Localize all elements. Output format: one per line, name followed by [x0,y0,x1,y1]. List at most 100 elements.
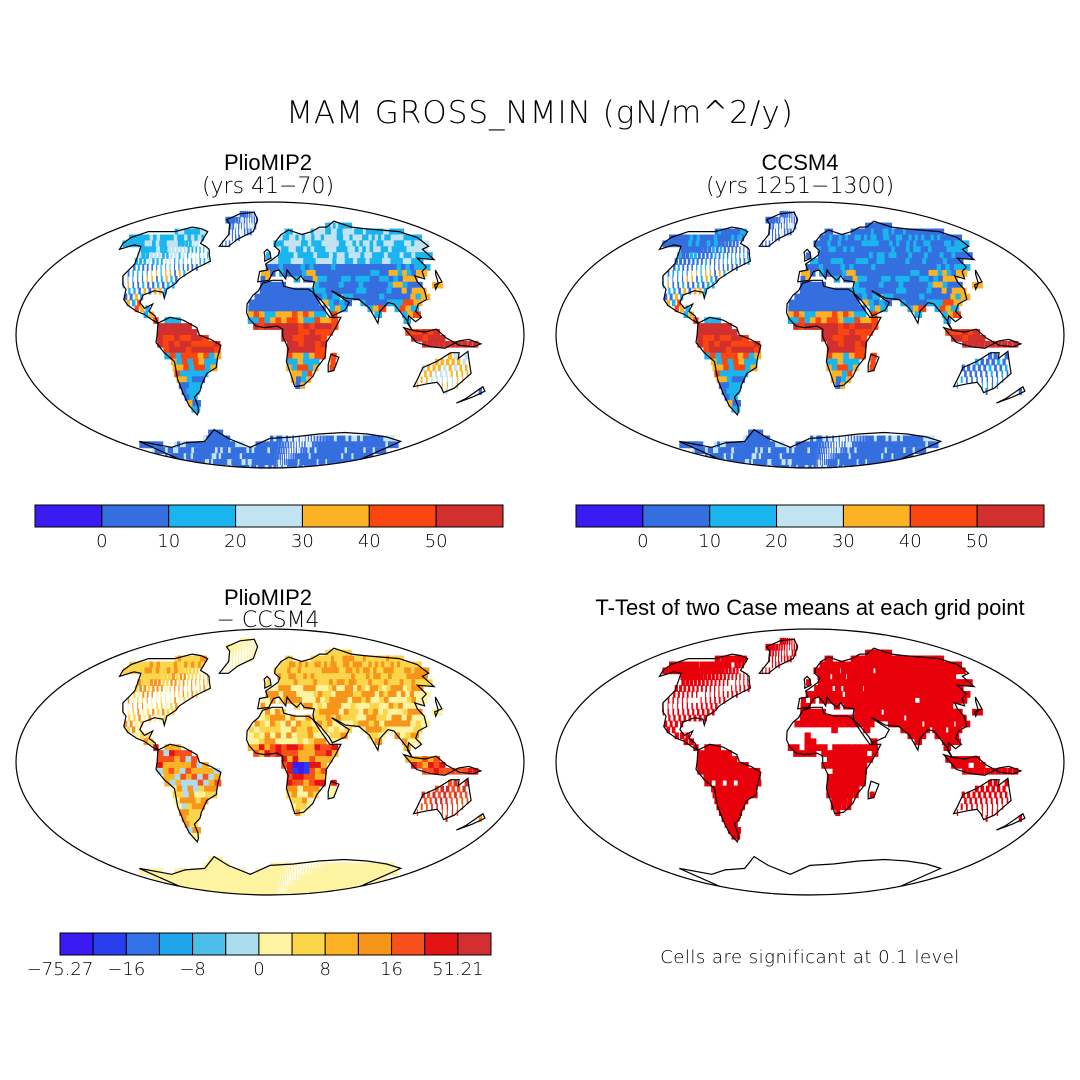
grid-cell [152,258,155,265]
grid-cell [292,340,299,348]
grid-cell [165,696,167,704]
grid-cell [454,364,457,372]
grid-cell [295,435,297,443]
grid-cell [319,465,330,468]
grid-cell [855,258,864,265]
grid-cell [277,447,281,455]
grid-cell [799,305,806,313]
grid-cell [233,643,236,651]
grid-cell [376,726,385,734]
grid-cell [289,459,292,466]
grid-cell [686,691,689,698]
grid-cell [736,667,739,675]
grid-cell [302,453,306,460]
grid-cell [174,240,178,248]
grid-cell [817,447,821,455]
grid-cell [376,299,385,307]
grid-cell [794,299,800,307]
grid-cell [297,779,304,787]
grid-cell [182,785,190,793]
grid-cell [251,637,253,645]
grid-cell [270,685,276,692]
grid-cell [815,447,818,455]
grid-cell [700,673,704,681]
grid-cell [835,673,843,681]
grid-cell [373,708,383,716]
grid-cell [867,720,875,728]
grid-cell [313,691,321,698]
grid-cell [286,329,294,336]
grid-cell [134,720,138,728]
grid-cell [168,762,176,769]
grid-cell [315,269,323,277]
grid-cell [321,874,326,882]
grid-cell [462,803,464,811]
grid-cell [721,228,727,236]
grid-cell [178,382,188,389]
grid-cell [1002,358,1006,366]
grid-cell [791,447,797,455]
grid-cell [883,661,894,669]
grid-cell [799,720,806,728]
grid-cell [410,305,420,313]
grid-cell [860,269,868,277]
grid-cell [433,335,440,342]
grid-cell [253,744,260,751]
grid-cell [727,691,729,698]
grid-cell [693,234,700,242]
grid-cell [365,726,374,734]
coastline-antarctica [139,428,403,468]
grid-cell [444,340,451,348]
grid-cell [1006,370,1009,378]
coastline-madagascar [327,353,340,373]
grid-cell [292,459,296,466]
grid-cell [667,275,669,283]
grid-cell [339,264,349,271]
grid-cell [253,643,256,651]
grid-cell [864,696,873,704]
grid-cell [134,685,138,692]
grid-cell [822,465,825,468]
grid-cell [290,459,294,466]
grid-cell [282,862,286,870]
grid-cell [258,750,266,757]
grid-cell [146,269,148,277]
grid-cell [279,435,283,443]
grid-cell [303,685,311,692]
grid-cell [696,702,698,710]
grid-cell [697,340,705,348]
grid-cell [727,400,737,407]
grid-cell [841,679,849,686]
grid-cell [363,708,373,716]
grid-cell [258,868,263,876]
grid-cell [837,317,845,324]
grid-cell [298,773,305,781]
grid-cell [324,708,332,716]
grid-cell [851,447,856,455]
grid-cell [157,762,164,769]
grid-cell [946,234,963,242]
grid-cell [281,453,284,460]
grid-cell [334,305,343,313]
grid-cell [677,252,682,259]
grid-cell [297,317,305,324]
grid-cell [394,720,404,728]
grid-cell [381,287,391,295]
grid-cell [281,673,287,681]
grid-cell [319,868,324,876]
grid-cell [200,797,209,805]
grid-cell [710,679,713,686]
grid-cell [875,287,884,295]
grid-cell [811,465,814,468]
grid-cell [127,696,130,704]
grid-cell [719,673,723,681]
grid-cell [265,691,271,698]
grid-cell [714,370,723,378]
grid-cell [724,661,729,669]
grid-cell [271,892,274,895]
grid-cell [205,791,213,799]
grid-cell [160,269,162,277]
grid-cell [697,323,704,330]
grid-cell [290,685,297,692]
grid-cell [281,323,288,330]
